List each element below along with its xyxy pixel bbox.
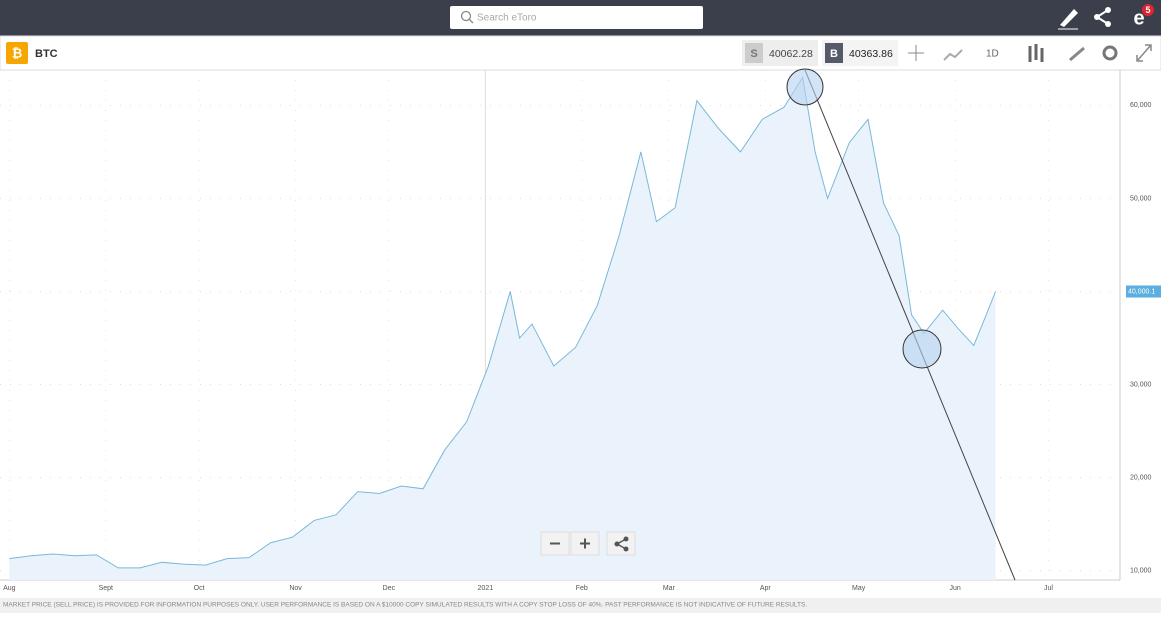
x-tick-label: Oct — [194, 585, 205, 592]
share-chart-button[interactable] — [606, 531, 636, 556]
indicator-tool[interactable] — [943, 49, 963, 61]
x-tick-label: Jun — [949, 585, 960, 592]
y-tick-label: 20,000 — [1130, 474, 1152, 481]
buy-price: 40363.86 — [849, 48, 893, 60]
price-tag — [1126, 285, 1161, 298]
sell-price: 40062.28 — [769, 48, 813, 60]
etoro-icon[interactable]: e — [1133, 7, 1144, 29]
search-box[interactable] — [450, 6, 703, 29]
x-tick-label: Apr — [760, 585, 772, 592]
buy-button — [825, 43, 843, 63]
x-tick-label: Dec — [383, 585, 396, 592]
x-tick-label: Sept — [99, 585, 113, 592]
x-tick-label: Aug — [3, 585, 16, 592]
price-line — [9, 76, 997, 569]
notification-count: 5 — [1145, 5, 1150, 15]
zoom-controls — [540, 531, 636, 556]
btc-logo: ₿ — [12, 45, 23, 60]
notification-badge — [1142, 4, 1154, 16]
share-icon[interactable] — [1094, 7, 1111, 27]
instrument-bar — [0, 35, 1161, 71]
disclaimer: MARKET PRICE (SELL PRICE) IS PROVIDED FO… — [3, 602, 807, 609]
y-tick-label: 50,000 — [1130, 195, 1152, 202]
price-area — [9, 77, 996, 581]
y-tick-label: 10,000 — [1130, 568, 1152, 575]
timeframe[interactable]: 1D — [986, 49, 999, 60]
x-tick-label: Nov — [289, 585, 302, 592]
settings-icon[interactable] — [1102, 45, 1118, 61]
y-tick-label: 60,000 — [1130, 102, 1152, 109]
x-tick-label: May — [852, 585, 866, 592]
x-tick-label: Mar — [663, 585, 676, 592]
btc-logo — [6, 42, 28, 64]
footer-bar — [0, 598, 1161, 613]
annotation-circle — [786, 68, 824, 106]
buy-label: B — [830, 48, 838, 60]
y-tick-label: 30,000 — [1130, 381, 1152, 388]
x-tick-label: Jul — [1044, 585, 1053, 592]
draw-tool[interactable] — [1069, 46, 1085, 62]
chart-type-tool[interactable] — [1028, 44, 1044, 62]
annotation-circle — [902, 329, 942, 369]
price-tag-label: 40,000.1 — [1128, 288, 1155, 295]
search-icon — [468, 18, 474, 24]
x-tick-label: Feb — [576, 585, 588, 592]
sell-button — [745, 43, 763, 63]
x-tick-label: 2021 — [478, 585, 494, 592]
fullscreen-icon[interactable] — [1136, 44, 1152, 62]
edit-icon[interactable] — [1060, 9, 1078, 27]
crosshair-tool[interactable] — [908, 45, 924, 61]
trend-line — [804, 69, 1016, 581]
search-icon — [460, 10, 472, 22]
symbol: BTC — [35, 48, 58, 60]
search-placeholder: Search eToro — [477, 13, 537, 24]
sell-label: S — [750, 48, 757, 60]
